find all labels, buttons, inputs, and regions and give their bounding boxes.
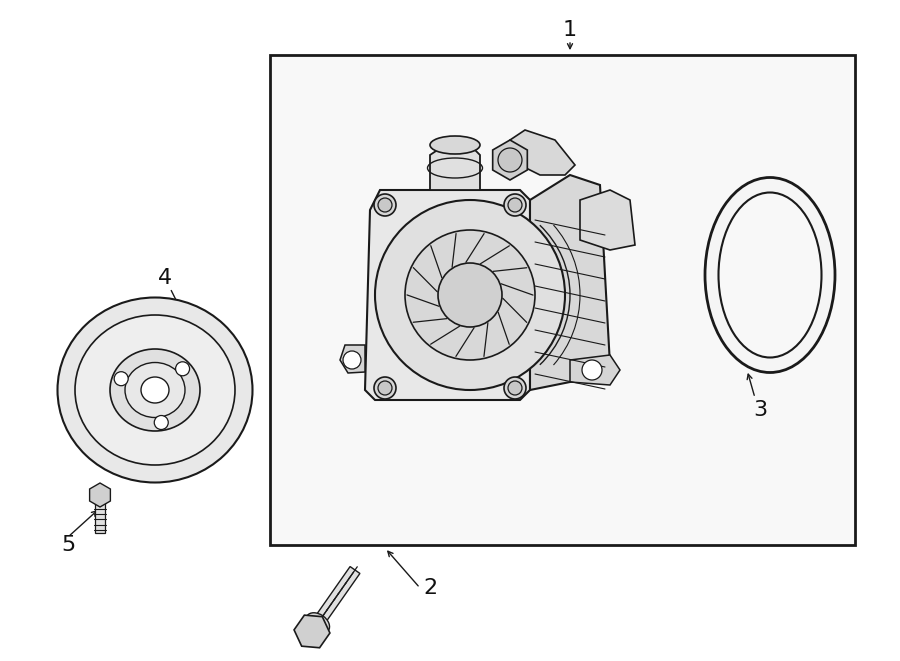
- Polygon shape: [294, 615, 330, 648]
- Polygon shape: [313, 566, 360, 627]
- Polygon shape: [430, 145, 480, 190]
- Ellipse shape: [430, 136, 480, 154]
- Text: 4: 4: [158, 268, 172, 288]
- Polygon shape: [365, 190, 530, 400]
- Circle shape: [114, 371, 128, 386]
- Ellipse shape: [58, 297, 253, 483]
- Ellipse shape: [75, 315, 235, 465]
- Ellipse shape: [141, 377, 169, 403]
- Circle shape: [498, 148, 522, 172]
- Circle shape: [374, 194, 396, 216]
- Circle shape: [504, 194, 526, 216]
- Circle shape: [378, 198, 392, 212]
- Circle shape: [508, 198, 522, 212]
- Ellipse shape: [110, 349, 200, 431]
- Ellipse shape: [125, 362, 185, 418]
- Circle shape: [504, 377, 526, 399]
- Circle shape: [378, 381, 392, 395]
- Ellipse shape: [90, 490, 110, 500]
- Ellipse shape: [705, 178, 835, 373]
- Bar: [270, 55, 855, 545]
- Polygon shape: [510, 130, 575, 175]
- Polygon shape: [580, 190, 635, 250]
- Ellipse shape: [718, 192, 822, 358]
- Text: 3: 3: [753, 400, 767, 420]
- Text: 1: 1: [562, 20, 577, 40]
- Text: 5: 5: [61, 535, 75, 555]
- Circle shape: [582, 360, 602, 380]
- Circle shape: [154, 416, 168, 430]
- Polygon shape: [95, 495, 105, 533]
- Polygon shape: [90, 483, 111, 507]
- Circle shape: [375, 200, 565, 390]
- Polygon shape: [530, 175, 610, 390]
- Circle shape: [176, 362, 190, 376]
- Circle shape: [405, 230, 535, 360]
- Circle shape: [438, 263, 502, 327]
- Circle shape: [343, 351, 361, 369]
- Polygon shape: [570, 355, 620, 385]
- Ellipse shape: [306, 613, 329, 634]
- Circle shape: [508, 381, 522, 395]
- Polygon shape: [492, 140, 527, 180]
- Text: 2: 2: [423, 578, 437, 598]
- Circle shape: [374, 377, 396, 399]
- Polygon shape: [340, 345, 365, 373]
